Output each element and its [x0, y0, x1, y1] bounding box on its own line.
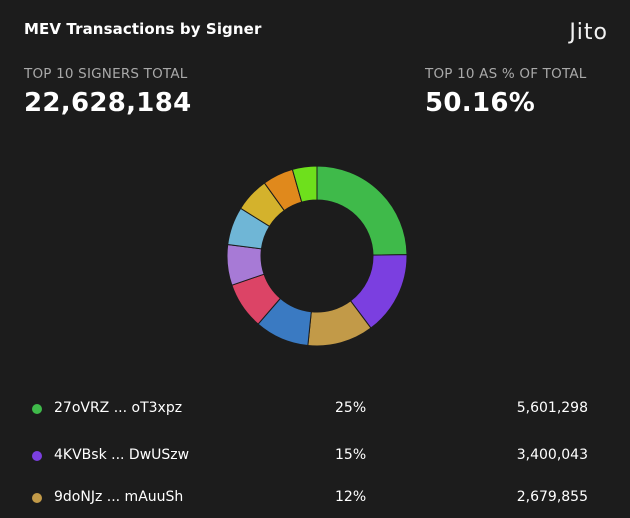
legend-row: 9doNJz ... mAuuSh 12% 2,679,855 — [0, 487, 630, 511]
top-signers-total-label: TOP 10 SIGNERS TOTAL — [24, 66, 188, 82]
legend-row: 4KVBsk ... DwUSzw 15% 3,400,043 — [0, 445, 630, 469]
legend-signer: 9doNJz ... mAuuSh — [54, 489, 184, 505]
legend-color-dot — [32, 451, 42, 461]
legend-percent: 12% — [335, 489, 367, 505]
top-signers-total-value: 22,628,184 — [24, 88, 192, 118]
jito-logo: Jito — [569, 20, 608, 45]
legend-value: 2,679,855 — [516, 489, 588, 505]
legend-row: 27oVRZ ... oT3xpz 25% 5,601,298 — [0, 398, 630, 422]
top-pct-label: TOP 10 AS % OF TOTAL — [425, 66, 587, 82]
legend-value: 3,400,043 — [516, 447, 588, 463]
legend-signer: 4KVBsk ... DwUSzw — [54, 447, 190, 463]
legend-percent: 25% — [335, 400, 367, 416]
top-pct-value: 50.16% — [425, 88, 536, 118]
legend-color-dot — [32, 404, 42, 414]
legend-value: 5,601,298 — [516, 400, 588, 416]
donut-slice-1 — [316, 165, 408, 256]
legend-color-dot — [32, 493, 42, 503]
chart-title: MEV Transactions by Signer — [24, 20, 262, 38]
legend-percent: 15% — [335, 447, 367, 463]
donut-slice-10 — [291, 165, 318, 203]
legend-signer: 27oVRZ ... oT3xpz — [54, 400, 183, 416]
